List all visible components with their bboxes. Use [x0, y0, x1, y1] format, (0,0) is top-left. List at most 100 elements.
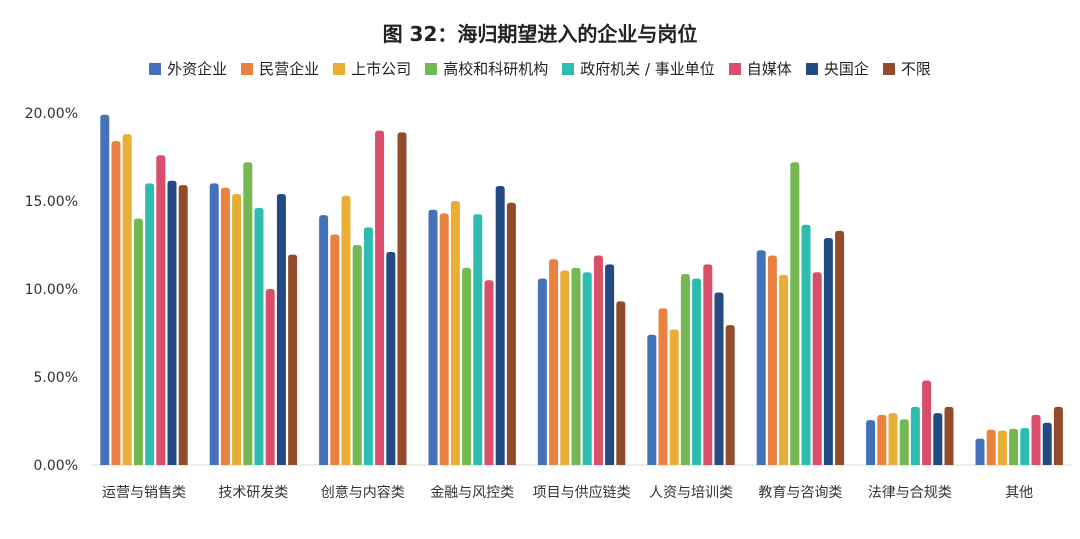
bar	[605, 264, 615, 465]
bar	[801, 224, 811, 465]
legend-item: 外资企业	[149, 58, 227, 79]
legend-label: 自媒体	[746, 60, 792, 78]
bar	[167, 180, 177, 465]
legend-label: 外资企业	[167, 60, 228, 78]
legend-item: 自媒体	[728, 58, 792, 79]
bar	[714, 292, 724, 465]
legend-swatch	[333, 62, 346, 75]
bar	[100, 114, 110, 465]
legend-swatch	[425, 62, 438, 75]
legend-swatch	[728, 62, 741, 75]
bar	[922, 380, 932, 465]
bar	[330, 234, 340, 465]
x-tick-label: 创意与内容类	[321, 484, 405, 501]
bar	[265, 289, 275, 465]
chart-title: 图 32：海归期望进入的企业与岗位	[382, 22, 698, 46]
bar	[823, 237, 833, 465]
bar	[975, 438, 985, 465]
x-tick-label: 其他	[1005, 485, 1033, 501]
legend-item: 上市公司	[333, 58, 411, 79]
x-tick-label: 金融与风控类	[430, 485, 514, 501]
bar	[593, 255, 603, 465]
bar	[428, 209, 438, 465]
legend-label: 上市公司	[351, 60, 412, 78]
y-tick-label: 15.00%	[25, 194, 78, 210]
bar	[877, 414, 887, 465]
bar	[779, 274, 789, 465]
bar	[439, 213, 449, 465]
y-tick-label: 5.00%	[34, 370, 78, 386]
legend: 外资企业 民营企业 上市公司 高校和科研机构 政府机关 / 事业单位 自媒体 央国企 不限	[0, 58, 1080, 79]
bar	[866, 420, 876, 465]
bar	[473, 214, 483, 465]
legend-swatch	[241, 62, 254, 75]
legend-label: 央国企	[823, 60, 869, 78]
bar	[537, 278, 547, 465]
bar	[156, 155, 166, 466]
bar	[582, 272, 592, 465]
bar	[680, 274, 690, 465]
bar	[1020, 428, 1030, 465]
bar	[319, 215, 329, 465]
x-tick-label: 法律与合规类	[868, 485, 952, 501]
bar	[647, 334, 657, 465]
bar	[122, 134, 132, 465]
bar	[692, 278, 702, 465]
legend-item: 政府机关 / 事业单位	[562, 58, 715, 79]
legend-swatch	[882, 62, 895, 75]
legend-item: 央国企	[805, 58, 869, 79]
bar	[1009, 428, 1019, 465]
bar	[1031, 414, 1041, 465]
x-tick-label: 技术研发类	[218, 485, 288, 501]
bar	[616, 301, 626, 465]
bar	[790, 162, 800, 465]
legend-label: 不限	[900, 60, 931, 78]
legend-label: 高校和科研机构	[443, 60, 549, 78]
bar	[944, 406, 954, 465]
bar	[767, 255, 777, 465]
bar	[560, 270, 570, 465]
bar	[450, 201, 460, 465]
bar	[933, 413, 943, 465]
y-tick-label: 20.00%	[25, 106, 78, 122]
y-tick-label: 0.00%	[34, 458, 78, 474]
bar	[812, 272, 822, 465]
bar	[756, 250, 766, 465]
bar	[899, 419, 909, 465]
bar	[397, 132, 407, 466]
bar	[133, 218, 143, 465]
bar	[1053, 406, 1063, 465]
bar	[288, 254, 298, 465]
bar	[549, 259, 559, 465]
bar	[145, 183, 155, 465]
bar	[232, 193, 242, 465]
bar	[658, 308, 668, 465]
legend-label: 民营企业	[259, 60, 320, 78]
bar	[484, 280, 494, 465]
bar	[352, 245, 362, 465]
legend-swatch	[149, 62, 162, 75]
bar	[462, 267, 472, 465]
bar	[386, 252, 396, 465]
legend-label: 政府机关 / 事业单位	[580, 60, 715, 78]
bar	[506, 202, 516, 465]
bar	[209, 183, 219, 465]
bar	[254, 208, 264, 466]
bar	[495, 186, 505, 466]
bar	[571, 267, 581, 465]
legend-item: 不限	[882, 58, 931, 79]
x-tick-label: 项目与供应链类	[533, 484, 631, 501]
x-tick-label: 教育与咨询类	[758, 485, 842, 501]
bar	[363, 227, 373, 465]
x-tick-label: 运营与销售类	[102, 485, 186, 501]
bar	[910, 406, 920, 465]
bar	[669, 329, 679, 465]
y-tick-label: 10.00%	[25, 282, 78, 298]
bar	[111, 141, 121, 465]
bar	[276, 193, 286, 465]
legend-swatch	[805, 62, 818, 75]
bar	[220, 187, 230, 466]
bar	[835, 230, 845, 465]
bar	[243, 162, 253, 465]
